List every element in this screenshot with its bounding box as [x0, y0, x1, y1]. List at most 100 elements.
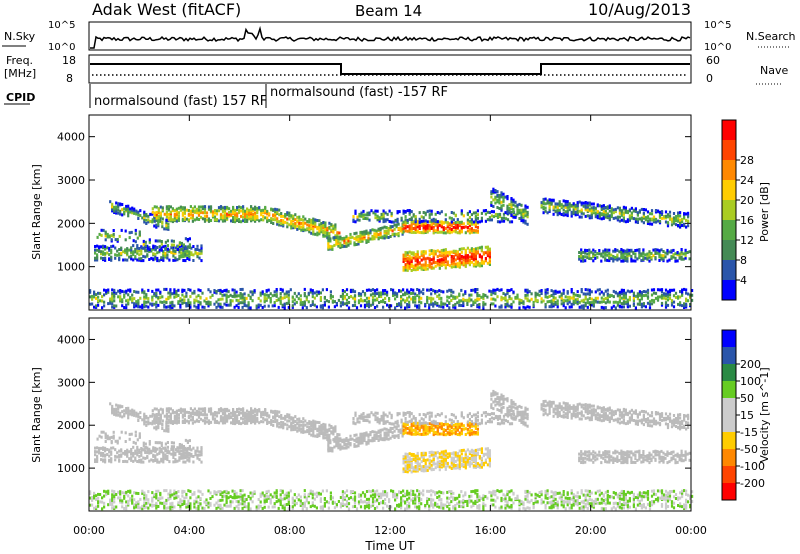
heatmap-cell [444, 249, 447, 253]
heatmap-cell [200, 446, 203, 450]
heatmap-cell [440, 225, 443, 229]
heatmap-cell [172, 447, 175, 450]
heatmap-cell [304, 430, 307, 434]
heatmap-cell [217, 289, 220, 292]
heatmap-cell [644, 293, 647, 297]
heatmap-cell [258, 219, 261, 223]
heatmap-cell [414, 268, 417, 272]
heatmap-cell [171, 422, 174, 425]
heatmap-cell [308, 432, 311, 436]
heatmap-cell [182, 448, 185, 452]
heatmap-cell [380, 295, 383, 298]
heatmap-cell [646, 210, 650, 214]
heatmap-cell [274, 218, 277, 222]
heatmap-cell [408, 303, 411, 307]
heatmap-cell [568, 295, 571, 299]
heatmap-cell [272, 218, 275, 222]
heatmap-cell [179, 205, 182, 209]
heatmap-cell [134, 430, 137, 434]
heatmap-cell [357, 441, 360, 445]
heatmap-cell [239, 295, 242, 299]
heatmap-cell [666, 298, 670, 302]
heatmap-cell [578, 300, 581, 304]
heatmap-cell [456, 250, 459, 254]
heatmap-cell [626, 218, 629, 222]
heatmap-cell [166, 445, 169, 449]
heatmap-cell [456, 256, 459, 260]
heatmap-cell [321, 306, 324, 310]
heatmap-cell [101, 295, 104, 299]
heatmap-cell [100, 430, 103, 434]
heatmap-cell [404, 218, 407, 222]
heatmap-cell [316, 427, 319, 431]
heatmap-cell [191, 214, 194, 217]
heatmap-cell [680, 250, 683, 254]
heatmap-cell [620, 259, 623, 263]
heatmap-cell [666, 215, 670, 219]
heatmap-cell [207, 421, 211, 425]
heatmap-cell [337, 446, 340, 450]
heatmap-cell [318, 223, 321, 227]
heatmap-cell [420, 425, 423, 429]
heatmap-cell [414, 266, 417, 270]
heatmap-cell [205, 420, 209, 424]
heatmap-cell [464, 231, 467, 235]
heatmap-cell [128, 248, 131, 252]
heatmap-cell [470, 422, 473, 426]
heatmap-cell [100, 256, 103, 260]
heatmap-cell [464, 259, 467, 263]
heatmap-cell [291, 295, 294, 299]
heatmap-cell [110, 238, 113, 242]
heatmap-cell [232, 411, 235, 415]
heatmap-cell [116, 253, 119, 257]
heatmap-cell [160, 256, 163, 260]
heatmap-cell [572, 301, 575, 305]
heatmap-cell [161, 225, 164, 229]
heatmap-cell [412, 298, 415, 302]
heatmap-cell [562, 298, 565, 302]
heatmap-cell [120, 448, 123, 452]
heatmap-cell [622, 259, 625, 263]
heatmap-cell [341, 294, 344, 298]
heatmap-cell [353, 443, 356, 447]
heatmap-cell [129, 409, 132, 413]
heatmap-cell [335, 240, 338, 244]
nave-tick-0: 0 [706, 72, 713, 85]
heatmap-cell [287, 299, 290, 303]
heatmap-cell [248, 210, 251, 214]
heatmap-cell [397, 234, 400, 238]
heatmap-cell [302, 426, 305, 429]
heatmap-cell [351, 235, 354, 239]
heatmap-cell [484, 251, 487, 255]
heatmap-cell [161, 427, 164, 430]
heatmap-cell [482, 260, 485, 264]
heatmap-cell [648, 252, 651, 256]
heatmap-cell [221, 214, 225, 218]
heatmap-cell [376, 288, 379, 292]
heatmap-cell [349, 437, 352, 441]
noise-panel-frame [88, 21, 692, 51]
heatmap-cell [160, 248, 163, 252]
heatmap-cell [362, 217, 365, 220]
heatmap-cell [618, 215, 621, 219]
heatmap-cell [121, 304, 124, 308]
heatmap-cell [452, 259, 455, 262]
heatmap-cell [508, 289, 511, 293]
heatmap-cell [436, 290, 439, 294]
heatmap-cell [408, 226, 411, 230]
heatmap-cell [502, 219, 506, 223]
heatmap-cell [132, 239, 135, 243]
heatmap-cell [369, 229, 372, 233]
heatmap-cell [125, 299, 128, 303]
heatmap-cell [396, 220, 399, 224]
heatmap-cell [134, 449, 137, 453]
heatmap-cell [162, 446, 165, 450]
heatmap-cell [95, 296, 98, 300]
heatmap-cell [112, 436, 115, 440]
heatmap-cell [610, 294, 613, 298]
heatmap-cell [450, 288, 453, 292]
heatmap-cell [602, 210, 605, 214]
heatmap-cell [368, 211, 371, 215]
heatmap-cell [273, 293, 276, 297]
heatmap-cell [404, 253, 407, 257]
